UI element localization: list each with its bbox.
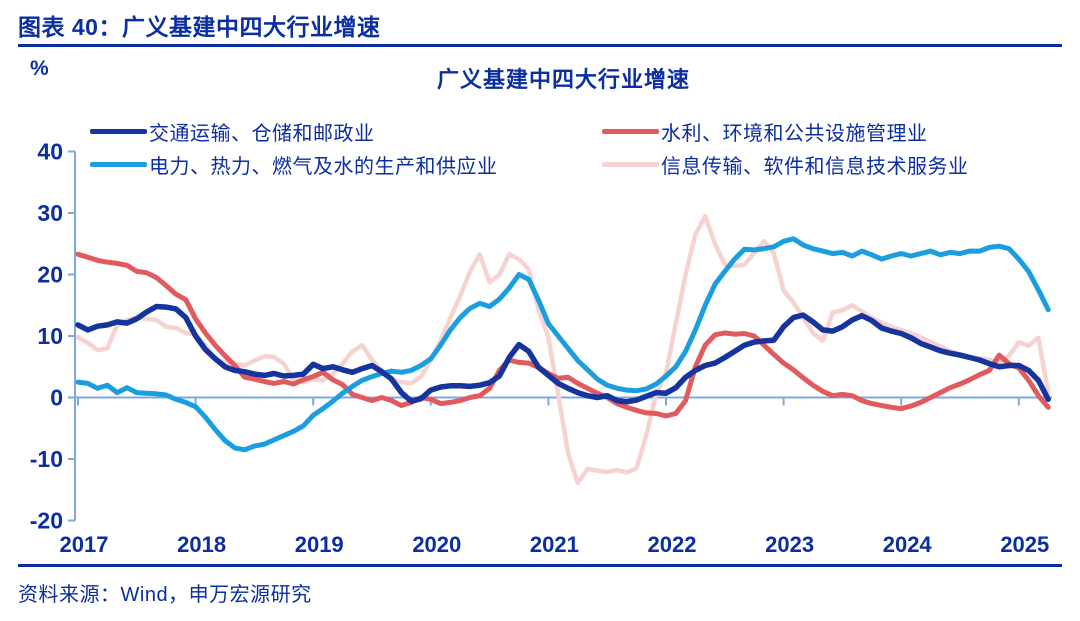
x-tick-label: 2020: [412, 532, 461, 557]
legend-item-water: 水利、环境和公共设施管理业: [602, 118, 928, 145]
y-tick-label: 0: [50, 385, 63, 411]
legend-line-cyan: [90, 161, 147, 167]
legend-item-transport: 交通运输、仓储和邮政业: [90, 118, 375, 145]
x-tick-label: 2022: [648, 532, 697, 557]
y-tick-label: 30: [37, 200, 63, 226]
x-tick-label: 2017: [60, 532, 109, 557]
series-line-3: [75, 213, 1051, 486]
x-tick-label: 2021: [530, 532, 579, 557]
source-divider: [18, 564, 1062, 567]
y-tick-label: 40: [37, 139, 63, 165]
legend-line-pink: [602, 161, 659, 167]
y-tick-label: 20: [37, 262, 63, 288]
legend-item-power: 电力、热力、燃气及水的生产和供应业: [90, 151, 498, 178]
legend-label: 水利、环境和公共设施管理业: [661, 122, 928, 145]
legend-label: 电力、热力、燃气及水的生产和供应业: [149, 155, 498, 178]
y-tick-label: -20: [30, 508, 63, 534]
x-tick-label: 2018: [177, 532, 226, 557]
legend-line-navy: [90, 128, 147, 134]
legend-label: 信息传输、软件和信息技术服务业: [661, 155, 969, 178]
x-tick-label: 2019: [295, 532, 344, 557]
figure-label: 图表 40：广义基建中四大行业增速: [18, 14, 381, 40]
source-text: 资料来源：Wind，申万宏源研究: [18, 584, 312, 606]
series-line-2: [75, 236, 1051, 453]
x-tick-label: 2024: [883, 532, 933, 557]
y-tick-label: -10: [30, 446, 63, 472]
legend-line-red: [602, 128, 659, 134]
x-tick-label: 2025: [1000, 532, 1049, 557]
series-line-0: [75, 303, 1051, 405]
legend-label: 交通运输、仓储和邮政业: [149, 122, 375, 145]
header-underline: [18, 44, 1062, 47]
x-tick-label: 2023: [765, 532, 814, 557]
chart-title: 广义基建中四大行业增速: [436, 67, 690, 92]
y-tick-label: 10: [37, 323, 63, 349]
y-axis-unit-label: %: [30, 57, 49, 80]
legend-item-info: 信息传输、软件和信息技术服务业: [602, 151, 969, 178]
